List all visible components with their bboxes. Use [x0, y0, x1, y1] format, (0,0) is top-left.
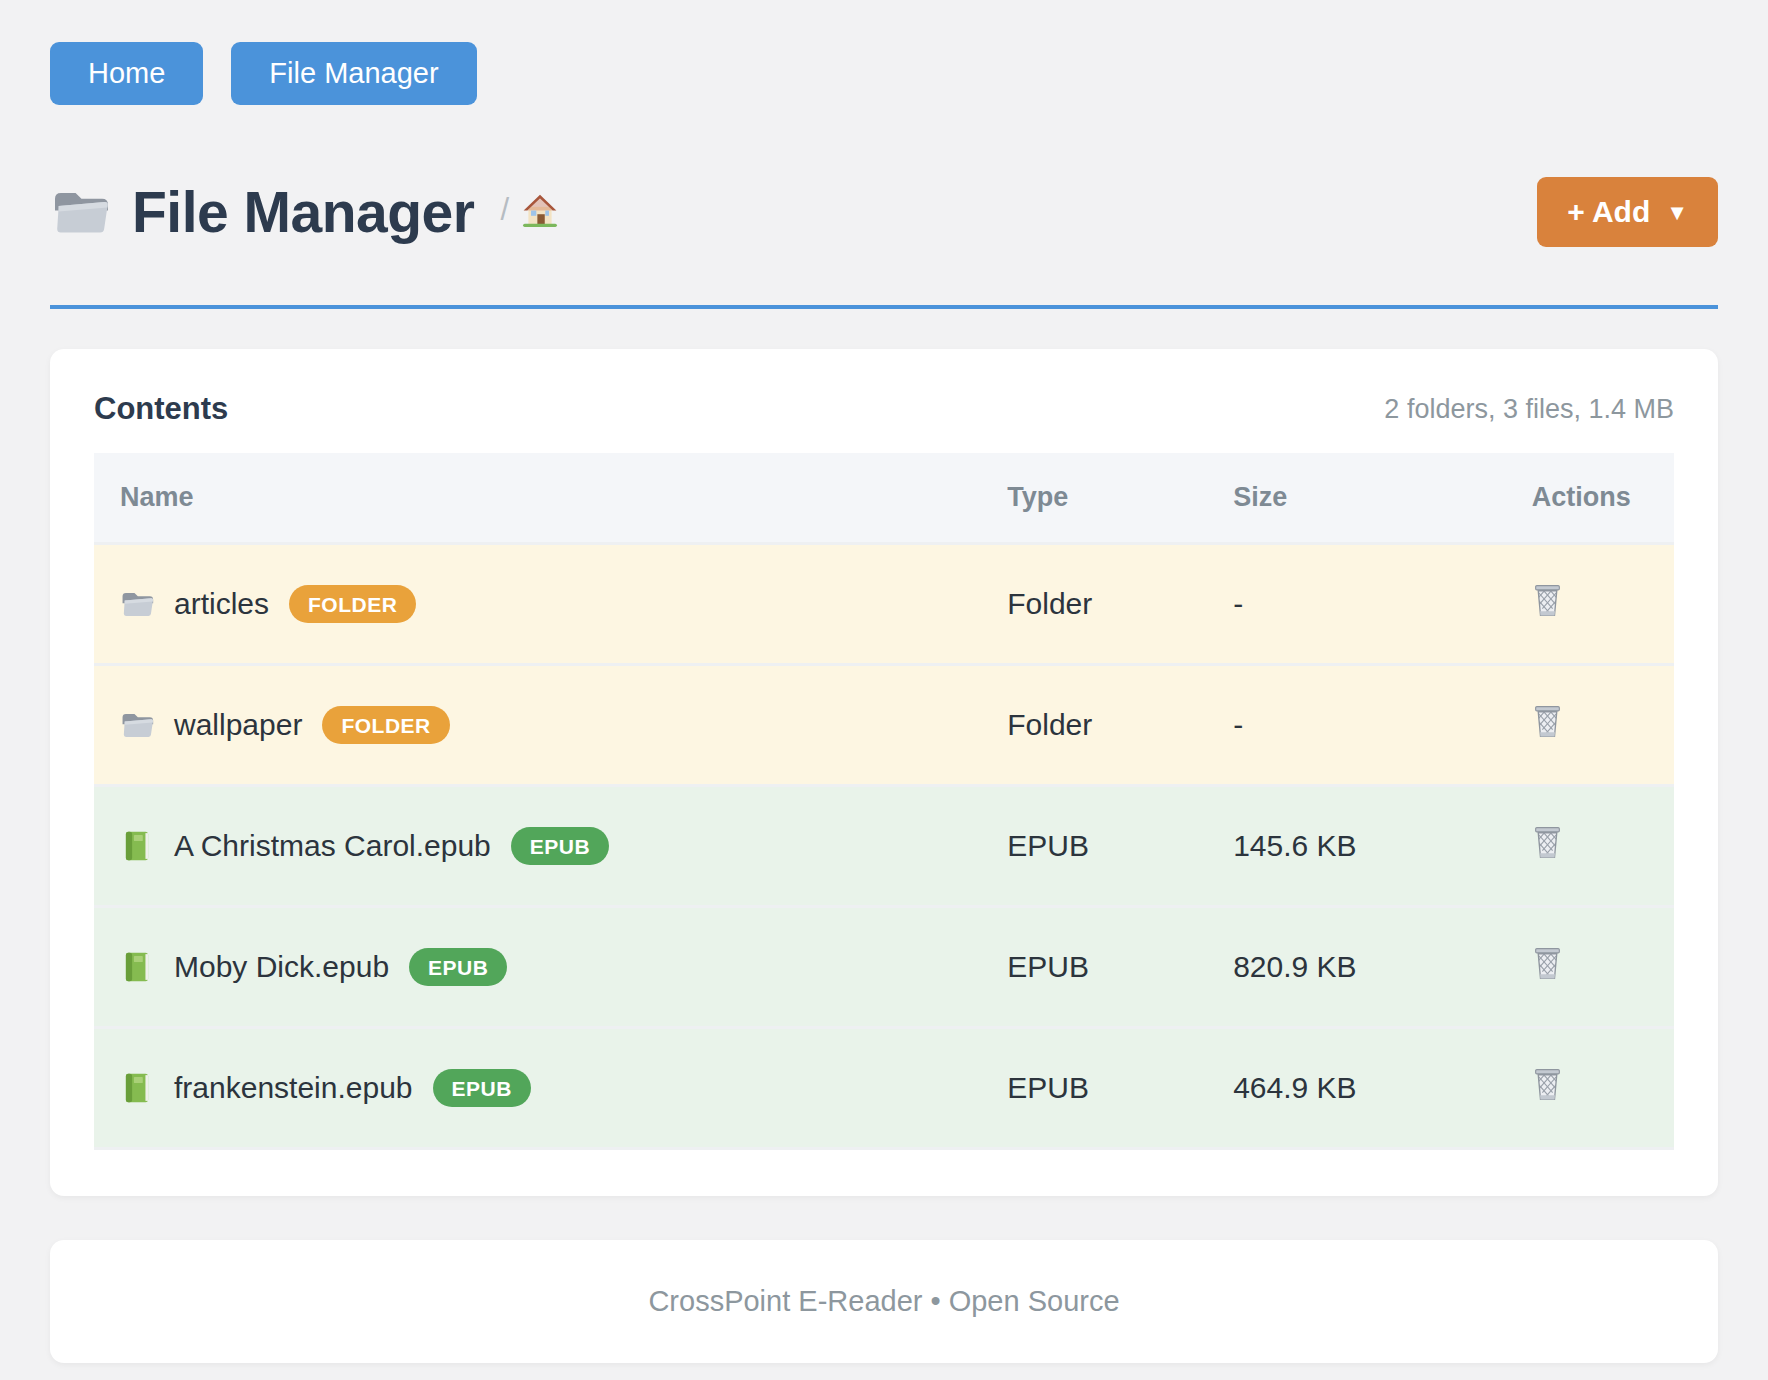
file-name[interactable]: wallpaper — [174, 708, 302, 742]
column-header-type: Type — [1007, 453, 1233, 544]
type-badge: FOLDER — [289, 585, 416, 623]
delete-button[interactable] — [1532, 704, 1563, 739]
delete-button[interactable] — [1532, 1067, 1563, 1102]
size-cell: - — [1233, 544, 1532, 665]
table-row: wallpaper FOLDER Folder - — [94, 665, 1674, 786]
nav-file-manager-button[interactable]: File Manager — [231, 42, 476, 105]
size-cell: - — [1233, 665, 1532, 786]
file-name[interactable]: A Christmas Carol.epub — [174, 829, 491, 863]
add-button[interactable]: + Add ▼ — [1537, 177, 1718, 247]
table-row: articles FOLDER Folder - — [94, 544, 1674, 665]
folder-icon — [50, 187, 110, 237]
folder-icon — [120, 709, 154, 741]
breadcrumb: / — [500, 192, 559, 232]
file-table: Name Type Size Actions articles FOLDER F… — [94, 453, 1674, 1150]
type-cell: EPUB — [1007, 1028, 1233, 1149]
file-name[interactable]: Moby Dick.epub — [174, 950, 389, 984]
contents-card: Contents 2 folders, 3 files, 1.4 MB Name… — [50, 349, 1718, 1196]
table-row: A Christmas Carol.epub EPUB EPUB 145.6 K… — [94, 786, 1674, 907]
type-cell: Folder — [1007, 544, 1233, 665]
file-name[interactable]: frankenstein.epub — [174, 1071, 413, 1105]
book-icon — [120, 1072, 154, 1104]
table-row: Moby Dick.epub EPUB EPUB 820.9 KB — [94, 907, 1674, 1028]
column-header-actions: Actions — [1532, 453, 1674, 544]
trash-icon — [1532, 583, 1563, 618]
top-nav: Home File Manager — [50, 42, 1718, 105]
type-badge: EPUB — [433, 1069, 531, 1107]
delete-button[interactable] — [1532, 583, 1563, 618]
size-cell: 464.9 KB — [1233, 1028, 1532, 1149]
breadcrumb-separator: / — [500, 192, 509, 228]
book-icon — [120, 951, 154, 983]
contents-heading: Contents — [94, 391, 228, 427]
size-cell: 820.9 KB — [1233, 907, 1532, 1028]
nav-home-button[interactable]: Home — [50, 42, 203, 105]
column-header-size: Size — [1233, 453, 1532, 544]
contents-summary: 2 folders, 3 files, 1.4 MB — [1384, 394, 1674, 425]
footer-card: CrossPoint E-Reader • Open Source — [50, 1240, 1718, 1363]
add-button-label: + Add — [1567, 197, 1650, 227]
header-divider — [50, 305, 1718, 309]
title-group: File Manager / — [50, 179, 559, 245]
table-body: articles FOLDER Folder - wallpaper FOLDE… — [94, 544, 1674, 1149]
type-badge: EPUB — [511, 827, 609, 865]
type-badge: EPUB — [409, 948, 507, 986]
column-header-name: Name — [94, 453, 1007, 544]
trash-icon — [1532, 1067, 1563, 1102]
chevron-down-icon: ▼ — [1666, 202, 1688, 224]
file-table-header: Name Type Size Actions — [94, 453, 1674, 544]
delete-button[interactable] — [1532, 946, 1563, 981]
type-badge: FOLDER — [322, 706, 449, 744]
folder-icon — [120, 588, 154, 620]
type-cell: EPUB — [1007, 907, 1233, 1028]
book-icon — [120, 830, 154, 862]
page-title: File Manager — [132, 179, 474, 245]
size-cell: 145.6 KB — [1233, 786, 1532, 907]
house-icon[interactable] — [521, 192, 559, 228]
trash-icon — [1532, 704, 1563, 739]
trash-icon — [1532, 825, 1563, 860]
type-cell: EPUB — [1007, 786, 1233, 907]
trash-icon — [1532, 946, 1563, 981]
footer-text: CrossPoint E-Reader • Open Source — [648, 1285, 1119, 1317]
file-name[interactable]: articles — [174, 587, 269, 621]
delete-button[interactable] — [1532, 825, 1563, 860]
table-row: frankenstein.epub EPUB EPUB 464.9 KB — [94, 1028, 1674, 1149]
type-cell: Folder — [1007, 665, 1233, 786]
contents-card-header: Contents 2 folders, 3 files, 1.4 MB — [94, 391, 1674, 427]
page-header: File Manager / + Add ▼ — [50, 177, 1718, 247]
